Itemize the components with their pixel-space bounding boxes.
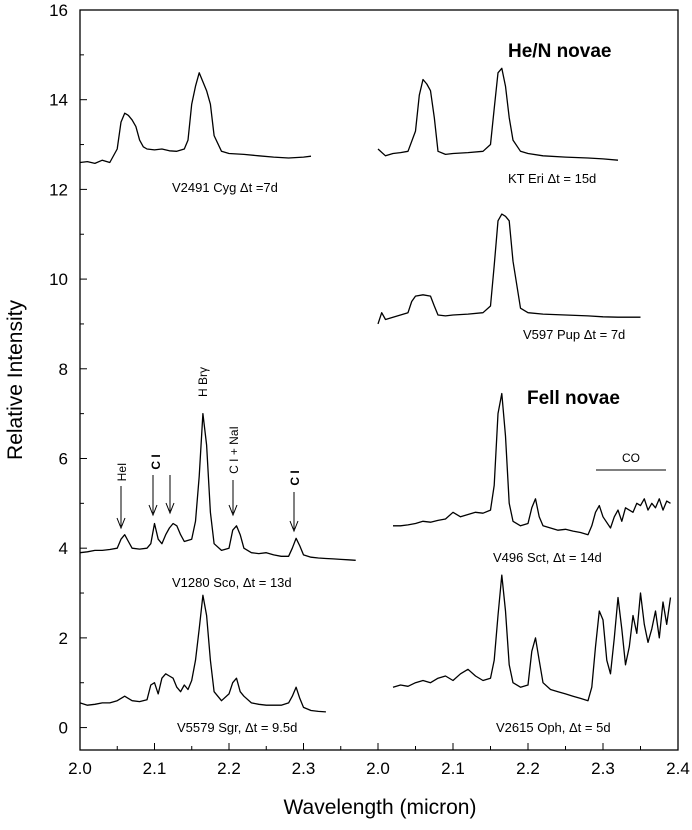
label-v496-sct: V496 Sct, Δt = 14d [493, 550, 602, 565]
y-tick-label: 12 [49, 180, 68, 199]
spectrum-kt-eri [377, 67, 619, 161]
svg-text:C I: C I [149, 454, 163, 469]
spectrum-v496-sct [393, 392, 671, 536]
spectra-lines [79, 67, 672, 713]
annot-ci-1: C I [148, 454, 175, 517]
x-tick-label: 2.4 [666, 759, 690, 778]
plot-frame [79, 9, 679, 751]
x-tick-label: 2.2 [217, 759, 241, 778]
group-title-hen: He/N novae [508, 41, 611, 62]
axis-ticks: 0 2 4 6 8 10 12 14 16 2.0 2.1 2.2 2.3 2.0 2.1 2.2 2.3 2.4 [49, 1, 690, 778]
y-tick-label: 10 [49, 270, 68, 289]
x-tick-label: 2.3 [292, 759, 316, 778]
label-kt-eri: KT Eri Δt = 15d [508, 171, 596, 186]
spectrum-v1280-sco [79, 412, 356, 561]
y-tick-label: 8 [59, 360, 68, 379]
label-v2615-oph: V2615 Oph, Δt = 5d [496, 720, 611, 735]
y-axis-title: Relative Intensity [4, 300, 27, 460]
x-tick-label: 2.3 [591, 759, 615, 778]
group-title-feii: Fell novae [527, 388, 620, 409]
svg-text:HeI: HeI [115, 463, 129, 482]
annot-ci-2: C I [288, 470, 302, 533]
y-tick-label: 0 [59, 719, 68, 738]
y-tick-label: 16 [49, 1, 68, 20]
spectrum-v597-pup [377, 213, 641, 325]
label-v2491-cyg: V2491 Cyg Δt =7d [172, 180, 278, 195]
y-tick-label: 4 [59, 539, 68, 558]
y-tick-label: 2 [59, 629, 68, 648]
label-v1280-sco: V1280 Sco, Δt = 13d [172, 575, 292, 590]
y-tick-label: 6 [59, 449, 68, 468]
x-tick-label: 2.0 [68, 759, 92, 778]
spectrum-v2491-cyg [79, 72, 312, 165]
x-tick-label: 2.2 [516, 759, 540, 778]
svg-text:C I: C I [288, 470, 302, 485]
x-tick-label: 2.0 [366, 759, 390, 778]
spectrum-v5579-sgr [79, 594, 326, 713]
y-tick-label: 14 [49, 91, 68, 110]
annot-hei: HeI [115, 463, 129, 530]
x-tick-label: 2.1 [441, 759, 465, 778]
svg-text:C I + NaI: C I + NaI [227, 426, 241, 474]
annot-hbrg: H Brγ [196, 367, 210, 397]
svg-text:H Brγ: H Brγ [196, 367, 210, 397]
x-axis-title: Wavelength (micron) [284, 796, 477, 819]
label-v597-pup: V597 Pup Δt = 7d [523, 327, 625, 342]
annot-ci-nai: C I + NaI [227, 426, 241, 517]
svg-text:CO: CO [622, 451, 640, 465]
x-tick-label: 2.1 [143, 759, 167, 778]
spectrum-v2615-oph [392, 574, 672, 702]
label-v5579-sgr: V5579 Sgr, Δt = 9.5d [177, 720, 297, 735]
annot-co: CO [596, 451, 666, 471]
